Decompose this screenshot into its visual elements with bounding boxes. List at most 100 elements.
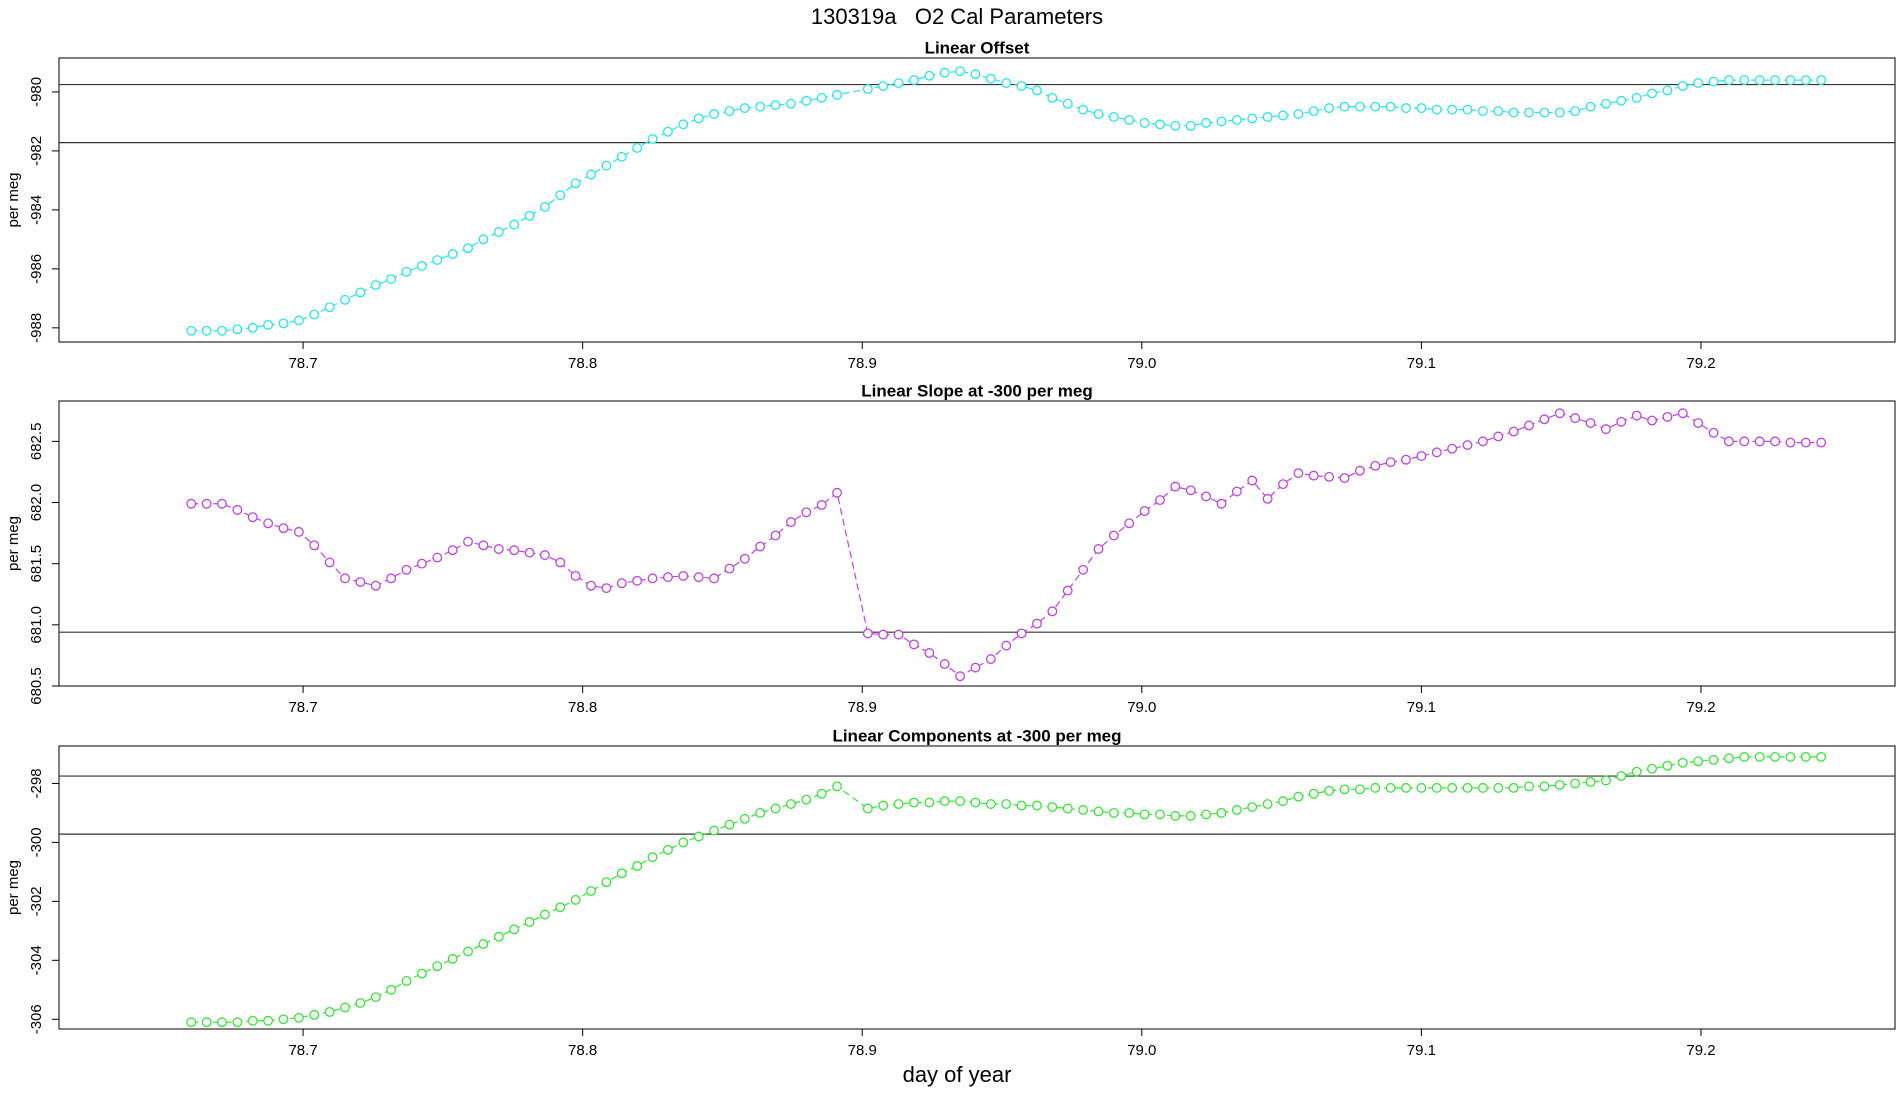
data-point xyxy=(1155,119,1165,130)
y-tick-label: -298 xyxy=(28,768,45,798)
x-axis-label: day of year xyxy=(903,1062,1012,1087)
data-point xyxy=(1124,807,1135,818)
data-point xyxy=(1739,751,1750,762)
data-point xyxy=(570,570,581,581)
data-point xyxy=(1693,418,1704,428)
data-point xyxy=(1723,436,1734,447)
data-point xyxy=(217,325,227,336)
data-point xyxy=(340,573,350,584)
data-point xyxy=(1001,640,1012,651)
data-point xyxy=(186,325,197,336)
data-point xyxy=(1739,436,1750,447)
data-point xyxy=(1308,470,1319,481)
data-point xyxy=(1662,85,1673,96)
data-point xyxy=(1770,436,1781,447)
data-point xyxy=(1385,457,1396,468)
data-point xyxy=(1354,784,1365,795)
data-point xyxy=(1600,424,1611,435)
data-point xyxy=(555,190,566,201)
data-point xyxy=(647,573,658,584)
data-point xyxy=(1155,495,1165,506)
data-point xyxy=(401,975,412,986)
data-point xyxy=(709,573,720,584)
data-point xyxy=(909,797,919,808)
data-point xyxy=(1554,779,1565,790)
data-point xyxy=(1754,436,1765,447)
data-point xyxy=(662,844,673,855)
data-point xyxy=(832,487,843,498)
data-point xyxy=(524,210,535,221)
data-point xyxy=(1339,784,1350,795)
data-point xyxy=(1677,757,1688,768)
data-point xyxy=(1047,92,1058,103)
data-point xyxy=(232,1017,243,1028)
data-point xyxy=(1631,410,1642,421)
data-point xyxy=(770,803,781,814)
data-point xyxy=(463,243,473,254)
data-point xyxy=(1231,805,1242,815)
data-point xyxy=(616,868,627,879)
data-point xyxy=(1324,471,1335,482)
data-point xyxy=(355,998,366,1009)
data-point xyxy=(862,803,873,814)
data-point xyxy=(1032,85,1042,96)
data-point xyxy=(1693,756,1704,767)
x-tick-label: 78.9 xyxy=(848,1042,877,1059)
data-point xyxy=(340,294,350,305)
data-point xyxy=(1416,451,1427,461)
data-point xyxy=(662,126,673,137)
data-point xyxy=(1062,803,1073,814)
data-point xyxy=(1308,788,1319,799)
data-point xyxy=(386,573,397,584)
data-point xyxy=(785,799,796,810)
data-point xyxy=(1231,486,1242,497)
data-point xyxy=(985,799,996,810)
y-tick-label: -302 xyxy=(28,886,45,916)
data-point xyxy=(755,101,766,112)
data-point xyxy=(1001,78,1012,89)
data-point xyxy=(1062,98,1073,109)
data-point xyxy=(816,500,827,510)
data-point xyxy=(1477,106,1488,117)
data-point xyxy=(1047,802,1058,812)
data-point xyxy=(1816,75,1827,86)
data-point xyxy=(1262,799,1273,810)
y-axis-label: per meg xyxy=(5,172,22,227)
data-point xyxy=(1062,585,1073,596)
data-point xyxy=(1554,107,1565,118)
data-point xyxy=(1032,800,1042,811)
data-point xyxy=(739,103,750,114)
data-point xyxy=(724,106,735,117)
data-point xyxy=(1093,544,1104,554)
data-point xyxy=(401,564,412,575)
data-point xyxy=(1647,415,1657,426)
data-point xyxy=(1401,454,1411,465)
x-tick-label: 78.7 xyxy=(288,355,317,372)
data-point xyxy=(463,536,473,547)
data-point xyxy=(293,315,304,326)
data-point xyxy=(1247,475,1258,486)
data-point xyxy=(586,169,596,180)
data-point xyxy=(1524,420,1534,431)
data-point xyxy=(1078,564,1089,575)
data-point xyxy=(862,84,873,94)
data-point xyxy=(1508,107,1519,118)
data-point xyxy=(1185,485,1196,496)
data-point xyxy=(416,558,427,569)
data-point xyxy=(293,1012,304,1023)
data-point xyxy=(616,151,627,162)
data-point xyxy=(693,113,704,124)
data-point xyxy=(739,813,750,824)
y-tick-label: -300 xyxy=(28,827,45,857)
x-tick-label: 78.9 xyxy=(848,699,877,716)
data-point xyxy=(909,75,919,86)
data-point xyxy=(1201,117,1212,128)
data-point xyxy=(1216,807,1227,818)
data-point xyxy=(1278,110,1288,121)
x-tick-label: 78.7 xyxy=(288,1042,317,1059)
data-point xyxy=(1247,802,1258,812)
data-point xyxy=(1293,468,1304,479)
data-point xyxy=(447,249,458,260)
data-point xyxy=(1093,109,1104,119)
data-point xyxy=(1231,114,1242,125)
